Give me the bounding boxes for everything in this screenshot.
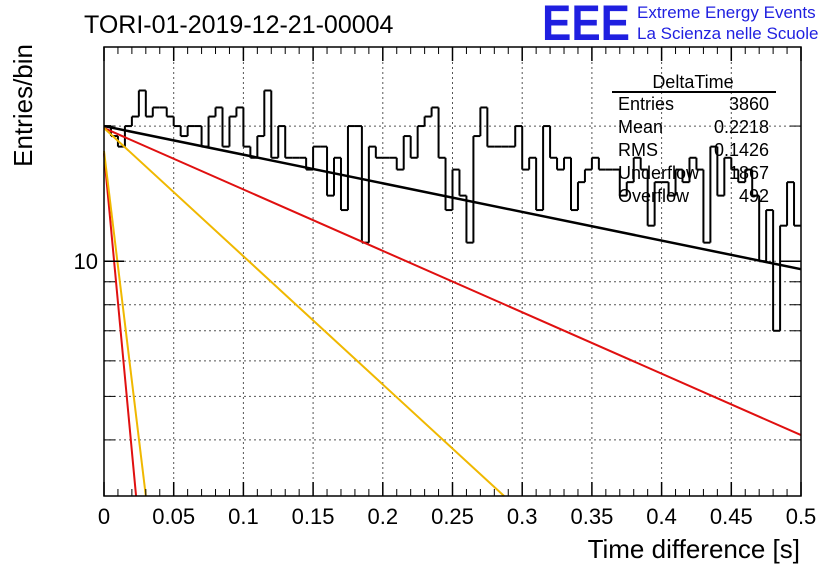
- grid: [104, 47, 801, 496]
- logo-line-1: Extreme Energy Events: [637, 3, 816, 22]
- x-tick-label: 0.5: [786, 504, 817, 529]
- fit-line-4: [103, 153, 138, 497]
- stats-label: Underflow: [618, 163, 700, 183]
- stats-value: 0.1426: [714, 140, 769, 160]
- stats-label: Entries: [618, 94, 674, 114]
- stats-value: 1867: [729, 163, 769, 183]
- stats-value: 3860: [729, 94, 769, 114]
- x-tick-label: 0.15: [292, 504, 335, 529]
- y-tick-label: 10: [74, 249, 98, 274]
- stats-value: 492: [739, 186, 769, 206]
- x-tick-label: 0.45: [710, 504, 753, 529]
- x-tick-label: 0.2: [368, 504, 399, 529]
- eee-logo: EEE Extreme Energy Events La Scienza nel…: [542, 0, 818, 51]
- fit-lines: [103, 124, 802, 497]
- stats-label: Mean: [618, 117, 663, 137]
- x-tick-label: 0.3: [507, 504, 538, 529]
- histogram: [104, 89, 801, 332]
- axis-ticks: 0 0.05 0.1 0.15 0.2 0.25 0.3 0.35 0.4 0.45 0.5 10: [74, 47, 817, 529]
- fit-line-5: [103, 150, 147, 497]
- fit-line-1: [103, 124, 802, 271]
- x-axis-label: Time difference [s]: [588, 534, 800, 564]
- x-tick-label: 0.05: [152, 504, 195, 529]
- logo-line-2: La Scienza nelle Scuole: [637, 24, 818, 43]
- x-tick-label: 0: [98, 504, 110, 529]
- x-tick-label: 0.25: [431, 504, 474, 529]
- fit-line-3: [103, 127, 505, 497]
- fit-line-2: [103, 127, 802, 437]
- x-tick-label: 0.35: [570, 504, 613, 529]
- stats-label: Overflow: [618, 186, 690, 206]
- x-tick-label: 0.4: [646, 504, 677, 529]
- x-tick-label: 0.1: [228, 504, 259, 529]
- stats-label: RMS: [618, 140, 658, 160]
- y-axis-label: Entries/bin: [8, 44, 38, 167]
- stats-title: DeltaTime: [652, 72, 733, 92]
- chart-title: TORI-01-2019-12-21-00004: [84, 11, 394, 39]
- stats-box: DeltaTime Entries 3860 Mean 0.2218 RMS 0.1426…: [612, 72, 776, 206]
- logo-mark: EEE: [542, 0, 630, 51]
- stats-value: 0.2218: [714, 117, 769, 137]
